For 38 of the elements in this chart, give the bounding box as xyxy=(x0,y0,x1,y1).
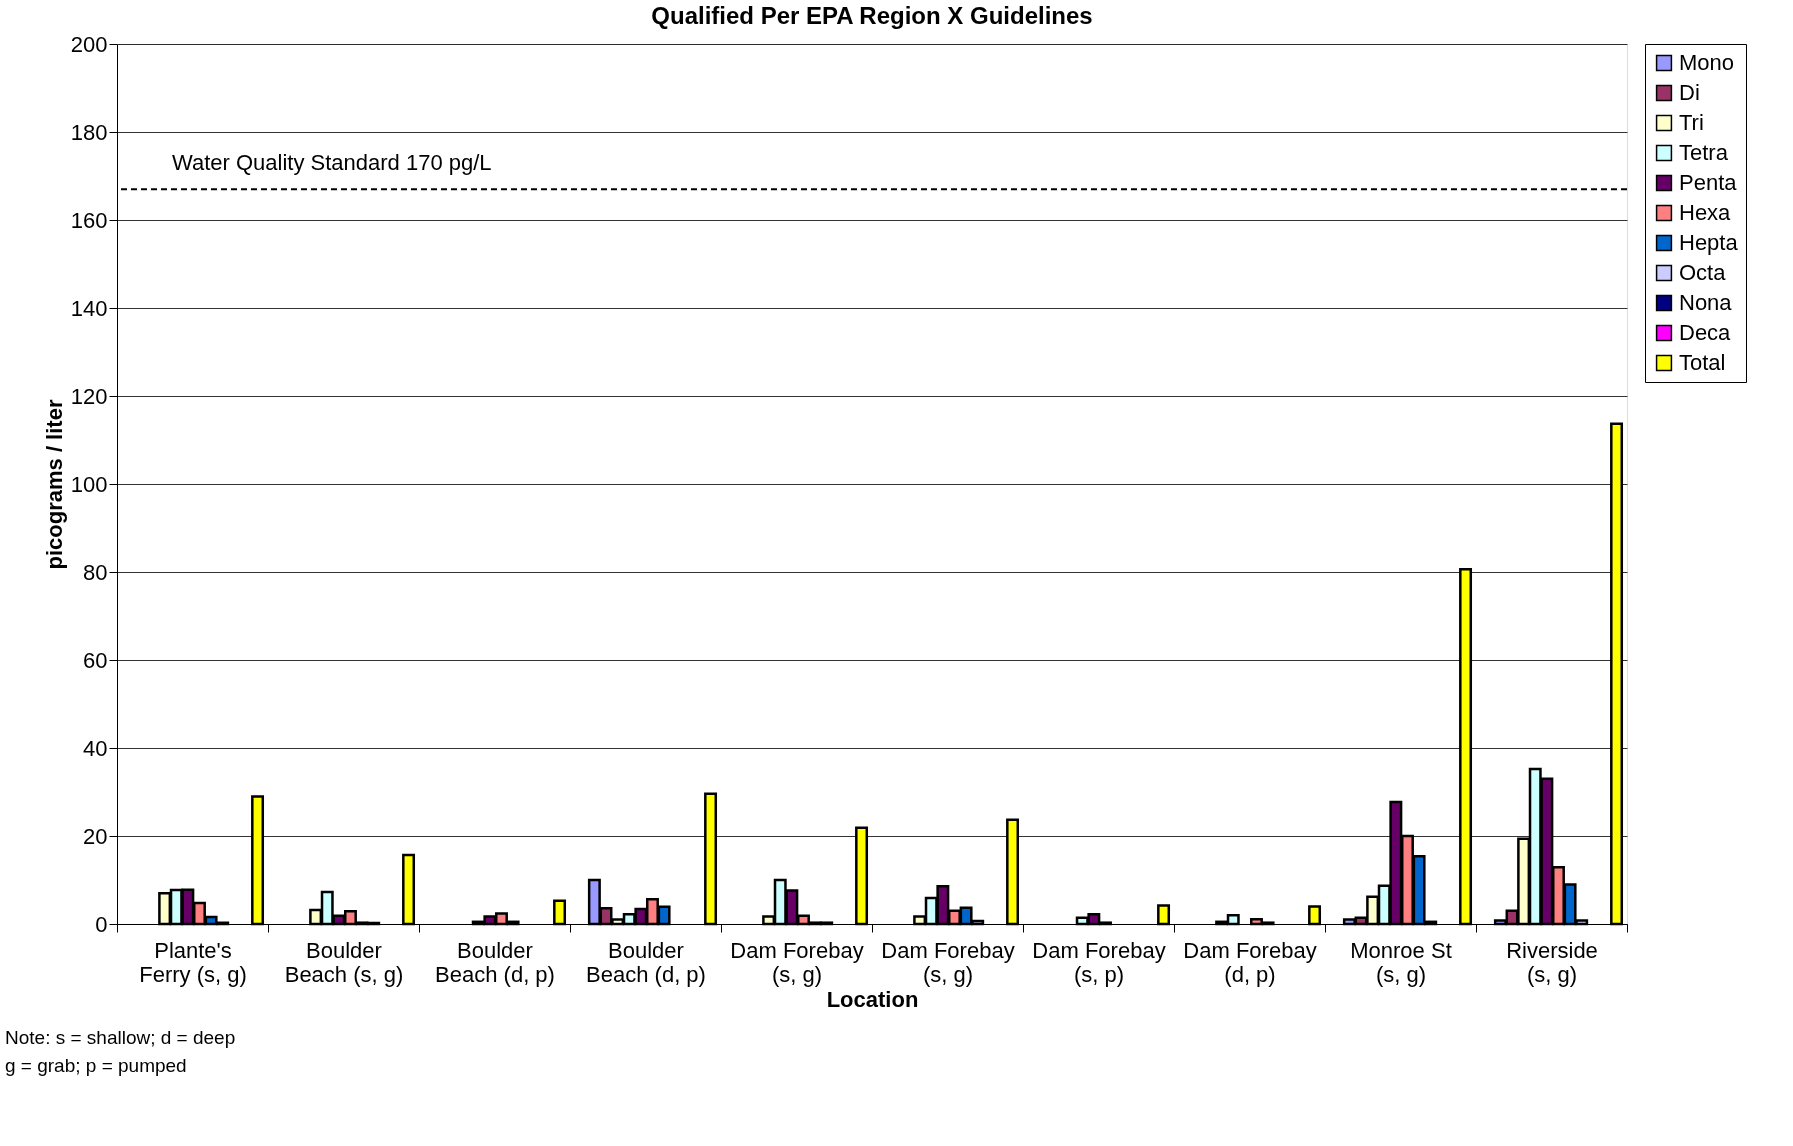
x-tick-label: Boulder Beach (d, p) xyxy=(435,937,555,987)
y-tick-label: 140 xyxy=(70,295,108,321)
legend-label: Penta xyxy=(1679,170,1738,195)
y-tick-label: 80 xyxy=(83,559,108,585)
legend-label: Tri xyxy=(1679,110,1704,135)
x-axis-title: Location xyxy=(826,986,919,1012)
x-tick-label: Riverside (s, g) xyxy=(1506,937,1598,987)
y-tick-label: 180 xyxy=(70,119,108,145)
x-tick-label: Boulder Beach (s, g) xyxy=(284,937,404,987)
x-tick-label: Dam Forebay (d, p) xyxy=(1183,937,1317,987)
legend-label: Mono xyxy=(1679,50,1735,75)
legend-label: Tetra xyxy=(1679,140,1729,165)
y-tick-label: 20 xyxy=(83,823,108,849)
y-tick-label: 0 xyxy=(95,911,108,937)
x-tick-label: Dam Forebay (s, g) xyxy=(881,937,1015,987)
x-tick-label: Plante's Ferry (s, g) xyxy=(139,937,247,987)
y-tick-label: 120 xyxy=(70,383,108,409)
y-tick-label: 160 xyxy=(70,207,108,233)
legend-label: Di xyxy=(1679,80,1700,105)
text: Note: s = shallow; d = deep xyxy=(5,1027,236,1048)
ref-line-label: Water Quality Standard 170 pg/L xyxy=(172,150,492,176)
y-axis-title: picograms / liter xyxy=(41,399,67,570)
chart-title: Qualified Per EPA Region X Guidelines xyxy=(651,2,1093,29)
legend-label: Deca xyxy=(1679,320,1732,345)
x-tick-label: Dam Forebay (s, p) xyxy=(1032,937,1166,987)
legend-label: Hepta xyxy=(1679,230,1739,255)
y-tick-label: 100 xyxy=(70,471,108,497)
legend-label: Total xyxy=(1679,350,1726,375)
text: g = grab; p = pumped xyxy=(5,1055,187,1076)
y-tick-label: 40 xyxy=(83,735,108,761)
x-tick-label: Boulder Beach (d, p) xyxy=(586,937,706,987)
legend-label: Nona xyxy=(1679,290,1733,315)
x-tick-label: Monroe St (s, g) xyxy=(1350,937,1452,987)
legend-label: Hexa xyxy=(1679,200,1732,225)
x-tick-label: Dam Forebay (s, g) xyxy=(730,937,864,987)
y-tick-label: 60 xyxy=(83,647,108,673)
y-tick-label: 200 xyxy=(70,31,108,57)
legend-label: Octa xyxy=(1679,260,1727,285)
